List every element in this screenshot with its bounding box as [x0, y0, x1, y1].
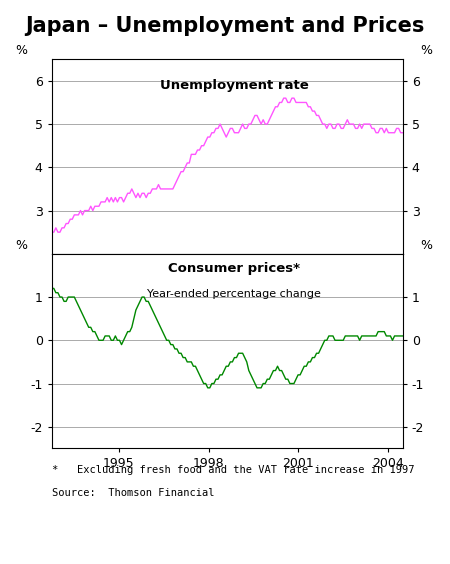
- Text: Year-ended percentage change: Year-ended percentage change: [147, 289, 321, 299]
- Text: Consumer prices*: Consumer prices*: [168, 262, 300, 275]
- Text: %: %: [421, 239, 432, 252]
- Text: %: %: [421, 45, 432, 58]
- Text: *   Excluding fresh food and the VAT rate increase in 1997: * Excluding fresh food and the VAT rate …: [52, 465, 414, 475]
- Text: Source:  Thomson Financial: Source: Thomson Financial: [52, 488, 214, 498]
- Text: %: %: [15, 239, 27, 252]
- Text: %: %: [15, 45, 27, 58]
- Text: Unemployment rate: Unemployment rate: [160, 79, 309, 92]
- Text: Japan – Unemployment and Prices: Japan – Unemployment and Prices: [25, 16, 425, 36]
